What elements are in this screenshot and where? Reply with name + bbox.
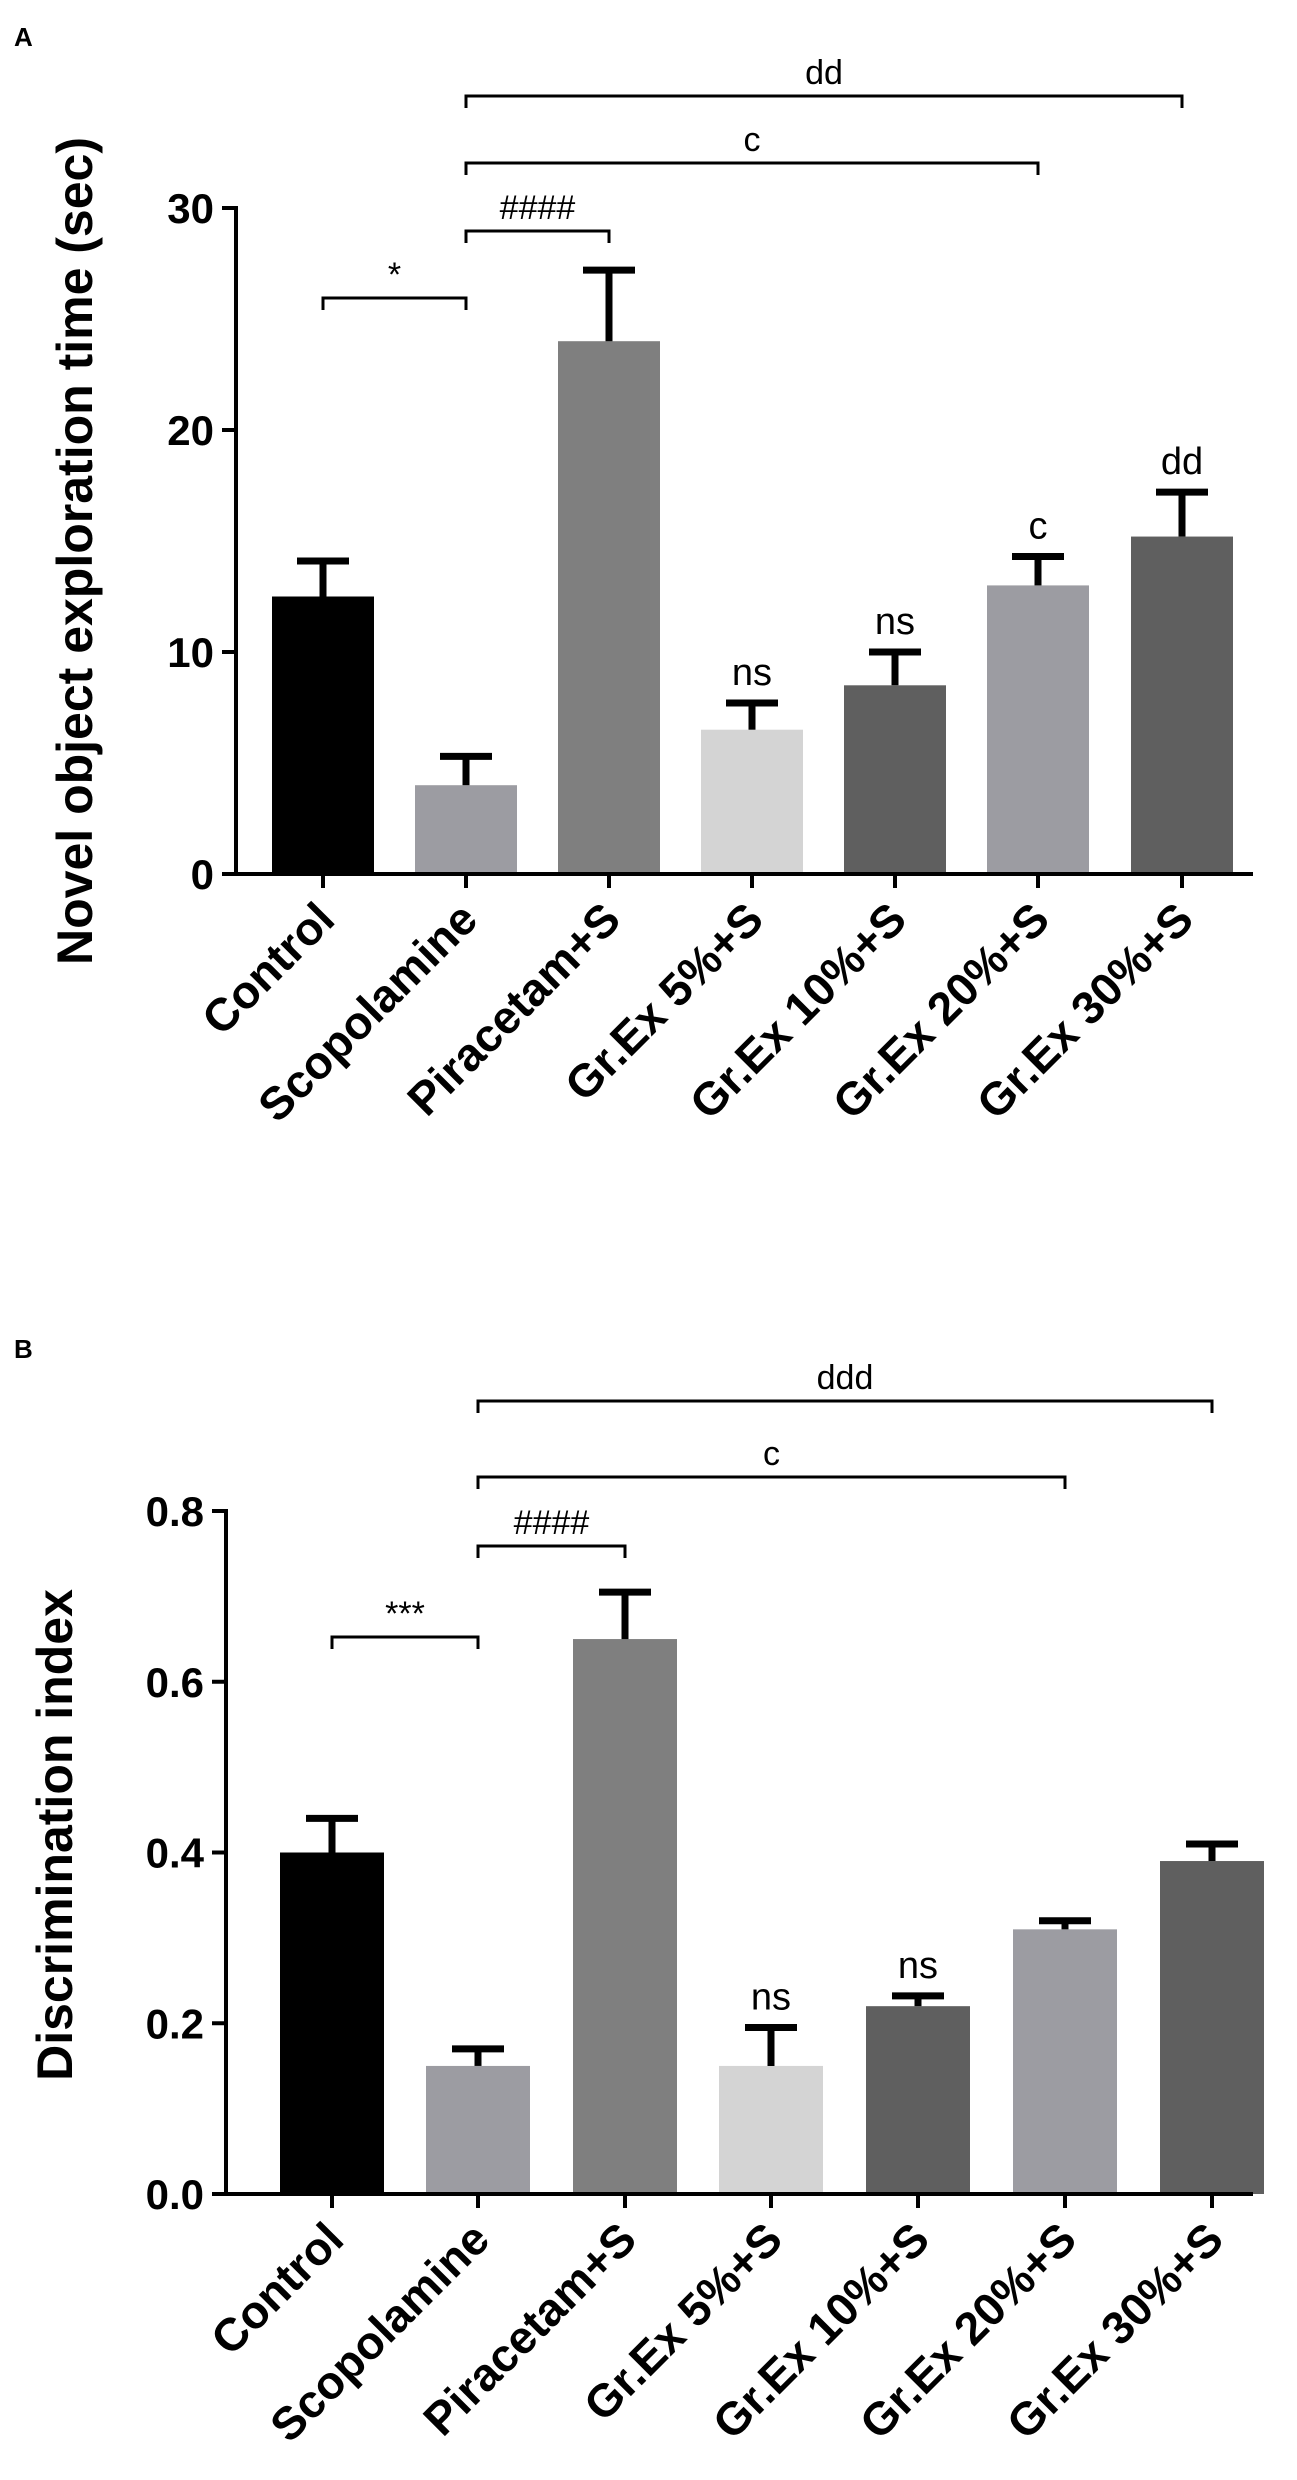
- panel-b-y-tick-label: 0.2: [146, 2000, 204, 2047]
- panel-b-bar: [866, 2006, 970, 2194]
- panel-a-significance-bracket: [464, 229, 611, 243]
- panel-a-significance-bracket: [464, 161, 1040, 175]
- panel-b-significance-bracket: [476, 1544, 627, 1558]
- panel-a-y-tick-label: 20: [167, 407, 214, 454]
- panel-b-y-tick-label: 0.6: [146, 1659, 204, 1706]
- panel-a-bar: [701, 729, 803, 874]
- panel-a-bar-annotation: c: [1029, 506, 1048, 548]
- panel-a-y-axis-label: Novel object exploration time (sec): [47, 137, 103, 965]
- panel-a-significance-bracket: [464, 94, 1184, 108]
- panel-b-bar: [426, 2065, 530, 2194]
- panel-b-bar-annotation: ns: [898, 1945, 938, 1987]
- panel-a-letter: A: [14, 22, 33, 52]
- panel-b-significance-bracket: [476, 1475, 1067, 1489]
- panel-b-bar: [1160, 1861, 1264, 2194]
- panel-b-significance-label: ddd: [817, 1359, 874, 1397]
- panel-a-bar-annotation: dd: [1161, 441, 1203, 483]
- panel-b-bar: [573, 1639, 677, 2194]
- panel-b-significance-label: ***: [385, 1595, 425, 1633]
- panel-a-significance-label: *: [388, 256, 401, 294]
- panel-b-bar: [1013, 1929, 1117, 2194]
- panel-b-significance-label: c: [763, 1435, 780, 1473]
- panel-b-significance-bracket: [330, 1635, 480, 1649]
- panel-a-y-tick-label: 0: [191, 851, 214, 898]
- panel-b-letter: B: [14, 1334, 33, 1364]
- panel-a-y-tick-label: 30: [167, 185, 214, 232]
- panel-a-bar: [844, 685, 946, 874]
- panel-a-bar: [272, 596, 374, 874]
- panel-a-significance-label: dd: [805, 54, 843, 92]
- panel-a-bar-annotation: ns: [875, 601, 915, 643]
- panel-a-bar-annotation: ns: [732, 652, 772, 694]
- panel-a: A Novel object exploration time (sec) 0 1…: [14, 22, 1253, 1132]
- panel-b-y-tick-label: 0.0: [146, 2171, 204, 2218]
- panel-a-bar: [987, 585, 1089, 874]
- panel-b-bar-annotation: ns: [751, 1977, 791, 2019]
- panel-b: B Discrimination index 0.0 0.2 0.4 0.6 0.8 ns…: [14, 1334, 1264, 2452]
- panel-a-bar: [1131, 536, 1233, 874]
- panel-b-y-tick-label: 0.8: [146, 1488, 204, 1535]
- panel-a-bar: [415, 785, 517, 874]
- panel-b-y-tick-label: 0.4: [146, 1830, 205, 1877]
- panel-a-significance-label: c: [744, 121, 761, 159]
- panel-b-y-axis-label: Discrimination index: [27, 1589, 83, 2081]
- panel-b-significance-bracket: [476, 1399, 1214, 1413]
- panel-a-y-tick-label: 10: [167, 629, 214, 676]
- panel-b-bar: [280, 1852, 384, 2194]
- panel-b-x-tick-label: Control: [201, 2212, 353, 2364]
- panel-a-significance-label: ####: [500, 189, 576, 227]
- panel-a-bar: [558, 341, 660, 874]
- panel-b-bar: [719, 2065, 823, 2194]
- panel-b-significance-label: ####: [514, 1504, 590, 1542]
- panel-a-significance-bracket: [321, 296, 468, 310]
